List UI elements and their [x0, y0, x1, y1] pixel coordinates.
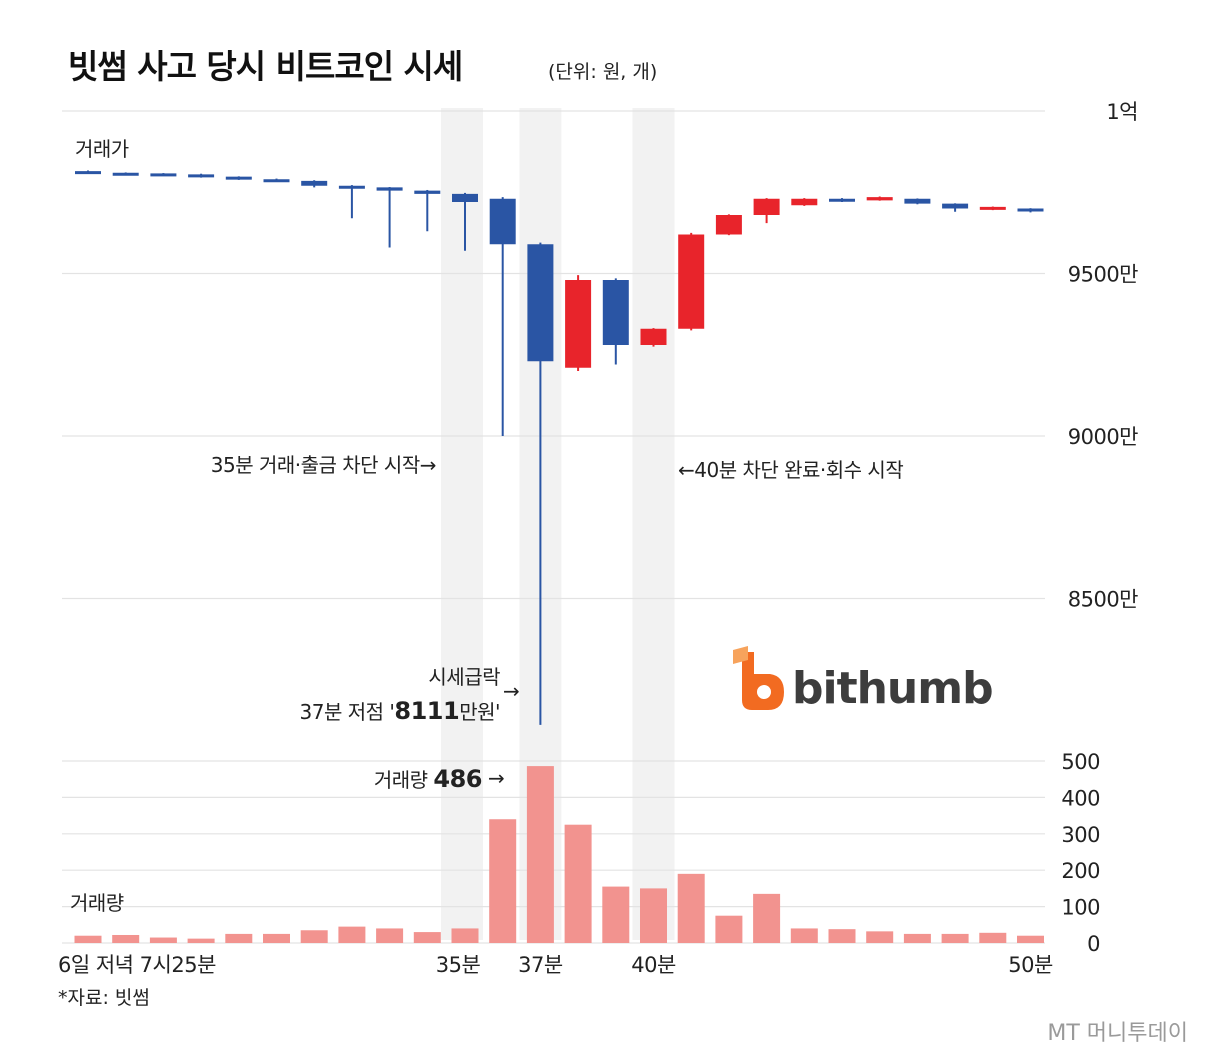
volume-bar	[413, 932, 441, 943]
volume-bar	[300, 930, 328, 943]
volume-bar	[941, 933, 969, 943]
volume-bar	[715, 915, 743, 943]
volume-tick-label: 300	[1061, 823, 1100, 847]
volume-bar	[263, 933, 290, 943]
candle-body	[678, 234, 705, 329]
candle-body	[527, 244, 554, 362]
x-tick-label: 6일 저녁 7시25분	[58, 953, 216, 977]
candle-body	[150, 173, 177, 177]
volume-bar	[677, 873, 705, 943]
candle-body	[829, 198, 855, 202]
candle-body	[942, 203, 969, 209]
volume-bar	[187, 938, 215, 943]
volume-tick-label: 0	[1087, 932, 1100, 956]
volume-bar	[828, 929, 856, 943]
bithumb-b-icon	[733, 646, 784, 710]
candle-body	[640, 328, 667, 345]
annotation-crash-low: 37분 저점 '8111만원'	[300, 697, 500, 725]
watermark: MT 머니투데이	[1047, 1021, 1188, 1046]
chart-title: 빗썸 사고 당시 비트코인 시세	[68, 47, 462, 86]
candle-body	[263, 179, 290, 183]
candle-body	[602, 280, 629, 345]
candle-body	[414, 190, 441, 194]
candle-body	[1017, 208, 1044, 212]
price-tick-label: 9000만	[1068, 425, 1138, 449]
annotation-volume: 거래량 486	[374, 765, 482, 793]
candle-body	[225, 176, 252, 180]
price-candles	[75, 170, 1044, 725]
candle-body	[75, 171, 101, 175]
x-tick-label: 37분	[518, 953, 563, 977]
volume-bars	[74, 766, 1044, 943]
x-tick-label: 50분	[1008, 953, 1053, 977]
volume-panel-label: 거래량	[70, 891, 124, 915]
volume-bar	[979, 932, 1007, 943]
annotation-crash-title: 시세급락	[428, 665, 500, 689]
volume-bar	[74, 935, 102, 943]
candle-body	[301, 180, 328, 186]
x-tick-label: 35분	[436, 953, 481, 977]
volume-bar	[489, 819, 517, 943]
volume-bar	[149, 937, 177, 943]
volume-tick-label: 500	[1061, 750, 1100, 774]
highlight-band	[632, 108, 675, 940]
volume-bar	[753, 893, 781, 943]
price-tick-label: 9500만	[1068, 263, 1138, 287]
price-panel-label: 거래가	[75, 137, 129, 161]
volume-bar	[112, 934, 140, 943]
annotation-block-start: 35분 거래·출금 차단 시작→	[211, 453, 436, 477]
price-tick-label: 1억	[1106, 100, 1138, 124]
bithumb-logo: bithumb	[733, 646, 994, 714]
volume-bar	[1017, 935, 1044, 943]
volume-bar	[451, 928, 479, 943]
candle-body	[112, 172, 139, 176]
candle-body	[866, 197, 893, 201]
highlight-band	[441, 108, 483, 940]
candle-body	[715, 215, 742, 235]
candle-body	[791, 198, 818, 206]
highlight-bands	[441, 108, 675, 940]
unit-note: (단위: 원, 개)	[548, 61, 657, 83]
candle-body	[338, 185, 365, 189]
volume-tick-label: 200	[1061, 859, 1100, 883]
candle-body	[376, 187, 403, 191]
annotation-crash-arrow: →	[503, 679, 519, 703]
candle-body	[979, 206, 1006, 210]
source-note: *자료: 빗썸	[58, 987, 150, 1009]
volume-tick-label: 400	[1061, 786, 1100, 810]
annotation-block-end: ←40분 차단 완료·회수 시작	[678, 458, 903, 482]
volume-bar	[903, 933, 931, 943]
candle-body	[904, 198, 931, 204]
volume-tick-label: 100	[1061, 896, 1100, 920]
price-tick-label: 8500만	[1068, 588, 1138, 612]
axis-labels: 1억 9500만 9000만 8500만 0 100 200 300 400 500 6일 저녁 7…	[58, 100, 1139, 977]
volume-bar	[790, 928, 818, 943]
annotation-volume-arrow: →	[488, 766, 504, 790]
volume-bar	[602, 886, 630, 943]
volume-bar	[225, 933, 253, 943]
volume-bar	[640, 888, 667, 943]
bithumb-wordmark: bithumb	[792, 663, 993, 714]
candle-body	[753, 198, 780, 215]
candle-body	[489, 198, 516, 245]
volume-bar	[564, 824, 592, 943]
x-tick-label: 40분	[631, 953, 676, 977]
candle-body	[565, 280, 592, 368]
volume-bar	[338, 926, 366, 943]
candle-body	[188, 174, 215, 178]
volume-bar	[526, 766, 554, 943]
candle-body	[452, 193, 478, 202]
volume-bar	[376, 928, 404, 943]
volume-bar	[866, 931, 894, 943]
